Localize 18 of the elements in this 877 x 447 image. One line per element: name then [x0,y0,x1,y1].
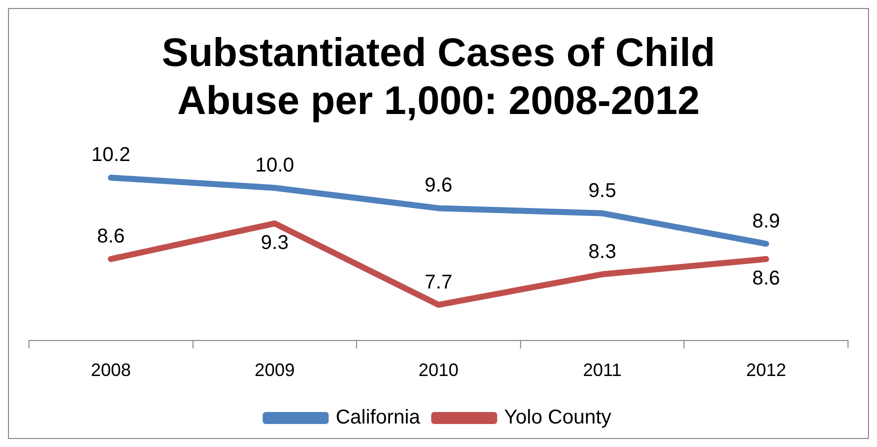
x-tick-label: 2012 [746,360,786,380]
x-tick-label: 2010 [418,360,459,380]
legend-label: Yolo County [504,406,612,429]
data-label: 7.7 [424,271,452,294]
data-label: 10.0 [255,154,294,176]
data-label: 8.6 [96,226,125,248]
chart-title: Substantiated Cases of Child Abuse per 1,000: 2008-2012 [162,31,716,124]
x-tick-label: 2008 [90,360,131,380]
data-label: 9.6 [424,174,452,197]
x-tick-label: 2011 [582,360,622,380]
data-label: 8.6 [752,268,780,290]
data-label: 10.2 [91,144,130,166]
legend-label: California [336,406,422,429]
x-tick-label: 2009 [254,360,295,380]
data-label: 9.5 [588,180,616,202]
data-label: 9.3 [260,232,289,254]
data-label: 8.3 [588,240,616,263]
data-label: 8.9 [752,210,780,232]
